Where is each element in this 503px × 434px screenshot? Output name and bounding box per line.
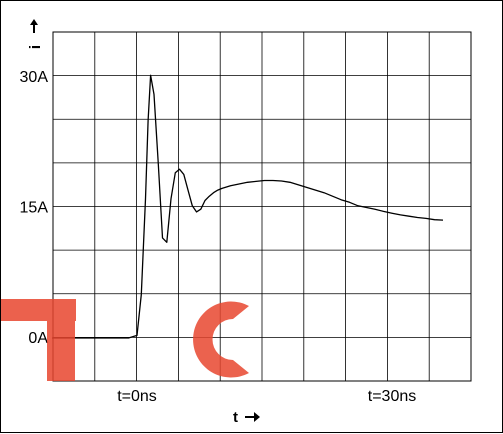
y-tick-label: 15A [20, 200, 49, 217]
series-line [52, 74, 444, 339]
grid [52, 31, 472, 382]
y-axis-arrowhead-icon [30, 19, 38, 25]
y-axis-label: i [27, 45, 44, 49]
x-axis-arrowhead-icon [254, 412, 260, 422]
axis-labels: 0A 15A 30A t=0ns t=30ns t i [20, 19, 416, 426]
series-group [52, 74, 444, 339]
tc-watermark-logo [1, 299, 249, 381]
x-annotation-label: t=0ns [117, 388, 157, 405]
x-axis-label: t [233, 409, 238, 426]
y-tick-label: 0A [28, 330, 48, 347]
y-tick-label: 30A [20, 69, 49, 86]
x-annotation-label: t=30ns [368, 388, 416, 405]
